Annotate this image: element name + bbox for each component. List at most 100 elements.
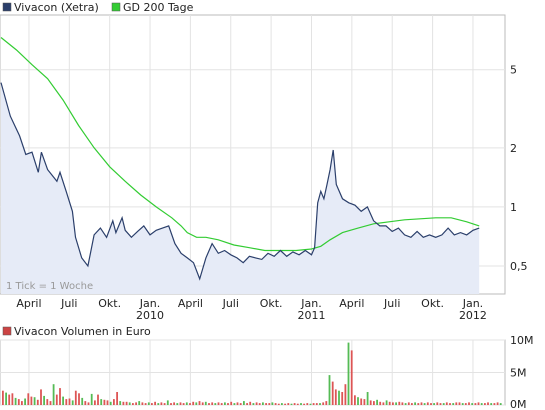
price-x-tick-label: Juli	[60, 297, 77, 310]
volume-bar	[220, 403, 223, 405]
volume-bar	[21, 401, 23, 405]
volume-bar	[300, 403, 302, 405]
volume-bar	[496, 402, 499, 405]
volume-bar	[84, 401, 87, 405]
volume-bar	[138, 401, 141, 405]
volume-bar	[113, 399, 115, 405]
ma200-line	[0, 37, 480, 252]
volume-bar	[277, 403, 280, 405]
volume-bar	[436, 402, 439, 405]
volume-bar	[376, 399, 378, 405]
volume-bar	[325, 401, 328, 405]
volume-bar	[471, 403, 474, 405]
volume-bar	[71, 400, 74, 405]
volume-bar	[94, 400, 96, 405]
volume-bar	[2, 390, 4, 405]
volume-bar	[354, 395, 356, 406]
volume-bar	[357, 397, 359, 405]
volume-bar	[363, 399, 366, 405]
volume-bar	[268, 403, 271, 405]
volume-bar	[176, 403, 179, 405]
volume-bar	[430, 403, 432, 405]
price-x-tick-label: Okt.	[98, 297, 121, 310]
volume-bar	[128, 402, 131, 405]
volume-bar	[274, 403, 277, 405]
volume-bar	[385, 400, 388, 405]
volume-bar	[265, 403, 267, 405]
volume-bar	[36, 399, 39, 405]
price-x-tick-label: Jan.	[462, 297, 483, 310]
volume-bar	[97, 394, 99, 405]
volume-bar	[40, 389, 42, 405]
volume-bar	[103, 399, 106, 405]
volume-bar	[293, 403, 296, 405]
volume-bar	[49, 401, 52, 405]
volume-bar	[401, 402, 404, 405]
volume-bar	[490, 403, 493, 405]
legend-swatch-price	[2, 2, 12, 12]
volume-bar	[132, 403, 134, 405]
volume-bar	[484, 403, 486, 405]
volume-bar	[160, 402, 163, 405]
volume-bar	[417, 403, 420, 405]
price-x-tick-label: April	[339, 297, 364, 310]
volume-bar	[17, 399, 20, 405]
volume-bar	[296, 403, 299, 405]
volume-bar	[208, 403, 210, 405]
price-x-tick-label: Jan.	[300, 297, 321, 310]
volume-bar	[271, 402, 274, 405]
volume-bar	[211, 402, 214, 405]
volume-bar	[239, 403, 242, 405]
volume-bar	[414, 402, 416, 405]
price-x-tick-label: Okt.	[260, 297, 283, 310]
volume-bar	[68, 398, 71, 405]
volume-bar	[334, 389, 337, 405]
volume-bar	[252, 403, 255, 405]
volume-bar	[5, 392, 7, 405]
volume-y-axis: 10M 5M 0M	[510, 334, 534, 410]
volume-bar	[281, 403, 283, 405]
volume-y-tick-label: 10M	[510, 334, 534, 347]
volume-bar	[189, 403, 191, 405]
volume-bar	[65, 399, 68, 405]
volume-bar	[420, 402, 423, 405]
volume-bar	[119, 401, 122, 405]
volume-bar	[366, 392, 369, 405]
price-x-year-label: 2011	[297, 309, 325, 322]
volume-bar	[52, 384, 55, 405]
volume-bar	[233, 403, 236, 405]
legend-label-volume: Vivacon Volumen in Euro	[14, 325, 151, 338]
price-y-tick-label: 1	[510, 201, 517, 214]
volume-bar	[46, 399, 49, 405]
volume-bar	[303, 403, 305, 405]
volume-bar	[407, 402, 410, 405]
volume-bar	[426, 402, 429, 405]
volume-bar	[217, 402, 220, 405]
price-y-tick-label: 5	[510, 64, 517, 77]
volume-bar	[341, 392, 344, 405]
volume-bar	[62, 396, 64, 405]
tick-note: 1 Tick = 1 Woche	[6, 281, 93, 292]
volume-bar	[379, 401, 382, 406]
volume-bar	[369, 400, 372, 405]
volume-bar	[8, 394, 11, 405]
volume-bar	[74, 390, 77, 405]
volume-bar	[319, 403, 321, 405]
volume-bar	[331, 381, 334, 405]
volume-bar	[173, 402, 175, 405]
volume-bar	[487, 402, 489, 405]
volume-bar	[90, 393, 93, 405]
legend-swatch-volume	[2, 326, 12, 336]
volume-bar	[284, 403, 286, 405]
volume-y-tick-label: 0M	[510, 398, 527, 410]
price-x-year-label: 2010	[136, 309, 164, 322]
volume-bar	[230, 401, 233, 406]
price-x-tick-label: Okt.	[421, 297, 444, 310]
price-line	[0, 82, 480, 281]
volume-bar	[24, 398, 26, 405]
volume-bar	[392, 402, 394, 405]
volume-bar	[474, 403, 477, 405]
volume-bar	[258, 403, 261, 405]
volume-bar	[404, 403, 407, 405]
